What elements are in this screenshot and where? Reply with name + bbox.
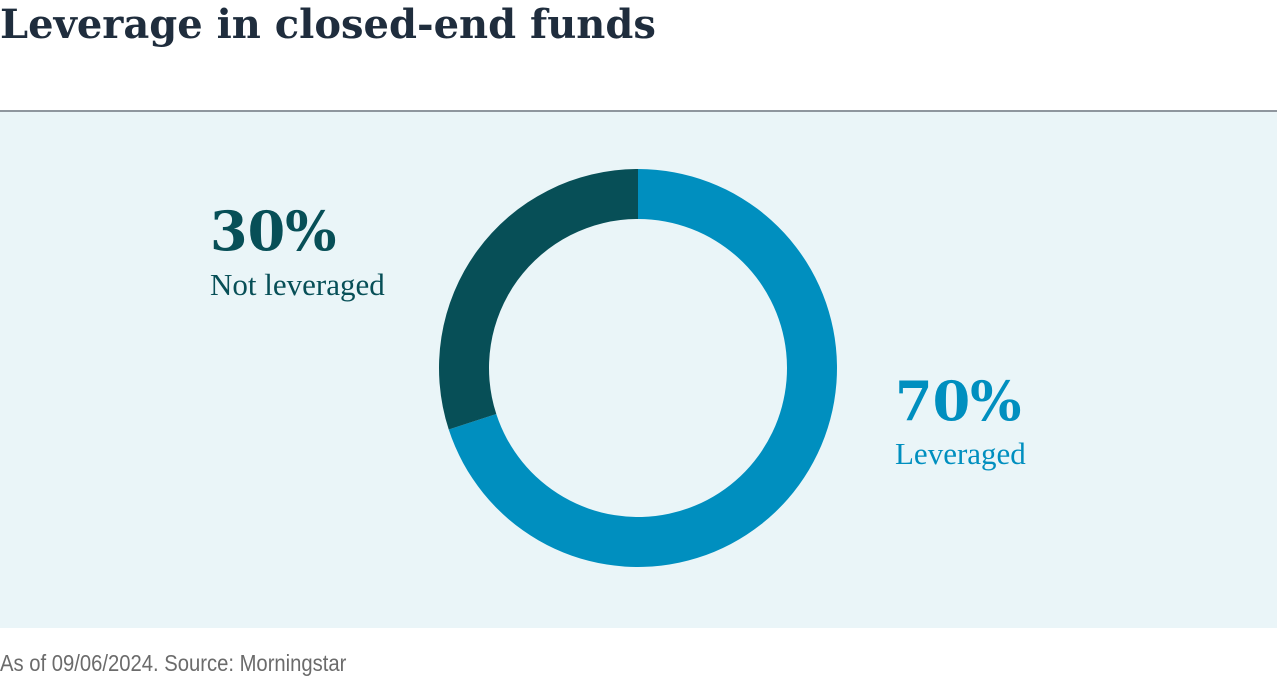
donut-slice <box>438 169 638 430</box>
plot-area: 70%Leveraged 30% Not leveraged <box>210 169 1026 567</box>
category-label: Not leveraged <box>210 267 385 302</box>
category-label: Leveraged <box>895 436 1026 471</box>
chart-title: Leverage in closed-end funds <box>0 1 656 48</box>
value-label: 30% <box>210 199 336 263</box>
value-label: 70% <box>895 369 1021 433</box>
footnote: As of 09/06/2024. Source: Morningstar <box>0 650 346 677</box>
